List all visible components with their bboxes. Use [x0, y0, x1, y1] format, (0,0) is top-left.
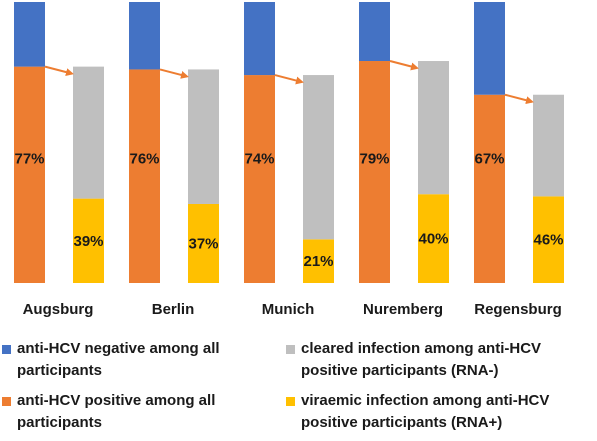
bar-negative-nuremberg — [359, 1, 390, 62]
bar-viraemic-munich — [303, 239, 334, 283]
legend-label-negative-line2: participants — [17, 362, 103, 379]
label-viraemic-augsburg: 39% — [73, 233, 103, 250]
label-positive-berlin: 76% — [129, 151, 159, 168]
bar-cleared-munich — [303, 75, 334, 240]
connector-arrow-munich — [274, 74, 304, 85]
legend-label-positive-line2: participants — [17, 414, 103, 431]
category-label-berlin: Berlin — [152, 301, 195, 318]
bar-cleared-regensburg — [533, 94, 564, 197]
legend-label-negative: anti-HCV negative among all participants — [17, 338, 220, 382]
legend-swatch-yellow — [286, 397, 295, 406]
legend-label-positive: anti-HCV positive among all participants — [17, 390, 215, 434]
category-label-nuremberg: Nuremberg — [363, 301, 443, 318]
bar-viraemic-nuremberg — [418, 194, 449, 283]
legend-label-viraemic: viraemic infection among anti-HCV positi… — [301, 390, 549, 434]
bar-positive-munich — [244, 75, 275, 283]
bar-negative-regensburg — [474, 1, 505, 95]
label-viraemic-berlin: 37% — [188, 235, 218, 252]
bar-cleared-nuremberg — [418, 61, 449, 195]
bar-positive-augsburg — [14, 66, 45, 283]
bar-positive-regensburg — [474, 94, 505, 283]
bar-negative-augsburg — [14, 1, 45, 67]
bar-cleared-berlin — [188, 69, 219, 204]
legend-label-viraemic-line1: viraemic infection among anti-HCV — [301, 392, 550, 409]
bar-negative-munich — [244, 2, 275, 76]
bar-viraemic-berlin — [188, 203, 219, 283]
label-viraemic-regensburg: 46% — [533, 232, 563, 249]
chart: 77% 39% Augsburg 76% 37% Berlin 74% 21% Munich 79… — [14, 1, 564, 318]
category-label-regensburg: Regensburg — [474, 301, 562, 318]
bar-positive-berlin — [129, 69, 160, 283]
connector-arrow-regensburg — [504, 93, 534, 105]
bar-viraemic-augsburg — [73, 198, 104, 283]
legend-item-viraemic: viraemic infection among anti-HCV positi… — [286, 390, 549, 434]
legend-label-cleared-line1: cleared infection among anti-HCV — [301, 340, 542, 357]
legend: anti-HCV negative among all participants… — [0, 336, 597, 441]
bar-viraemic-regensburg — [533, 196, 564, 283]
legend-swatch-orange — [2, 397, 11, 406]
legend-label-viraemic-line2: positive participants (RNA+) — [301, 414, 503, 431]
legend-label-positive-line1: anti-HCV positive among all — [17, 392, 216, 409]
connector-arrow-berlin — [159, 68, 189, 79]
legend-label-cleared: cleared infection among anti-HCV positiv… — [301, 338, 541, 382]
legend-item-cleared: cleared infection among anti-HCV positiv… — [286, 338, 541, 382]
category-label-munich: Munich — [262, 301, 315, 318]
connector-arrow-nuremberg — [389, 60, 419, 71]
bar-positive-nuremberg — [359, 61, 390, 284]
legend-item-positive: anti-HCV positive among all participants — [2, 390, 215, 434]
legend-swatch-blue — [2, 345, 11, 354]
legend-swatch-grey — [286, 345, 295, 354]
label-positive-augsburg: 77% — [14, 151, 44, 168]
label-positive-nuremberg: 79% — [359, 151, 389, 168]
legend-label-cleared-line2: positive participants (RNA-) — [301, 362, 499, 379]
label-viraemic-munich: 21% — [303, 253, 333, 270]
label-positive-munich: 74% — [244, 151, 274, 168]
label-positive-regensburg: 67% — [474, 151, 504, 168]
bar-cleared-augsburg — [73, 66, 104, 199]
legend-item-negative: anti-HCV negative among all participants — [2, 338, 220, 382]
connector-arrow-augsburg — [44, 65, 74, 76]
label-viraemic-nuremberg: 40% — [418, 231, 448, 248]
bar-negative-berlin — [129, 2, 160, 70]
legend-label-negative-line1: anti-HCV negative among all — [17, 340, 220, 357]
category-label-augsburg: Augsburg — [23, 301, 94, 318]
